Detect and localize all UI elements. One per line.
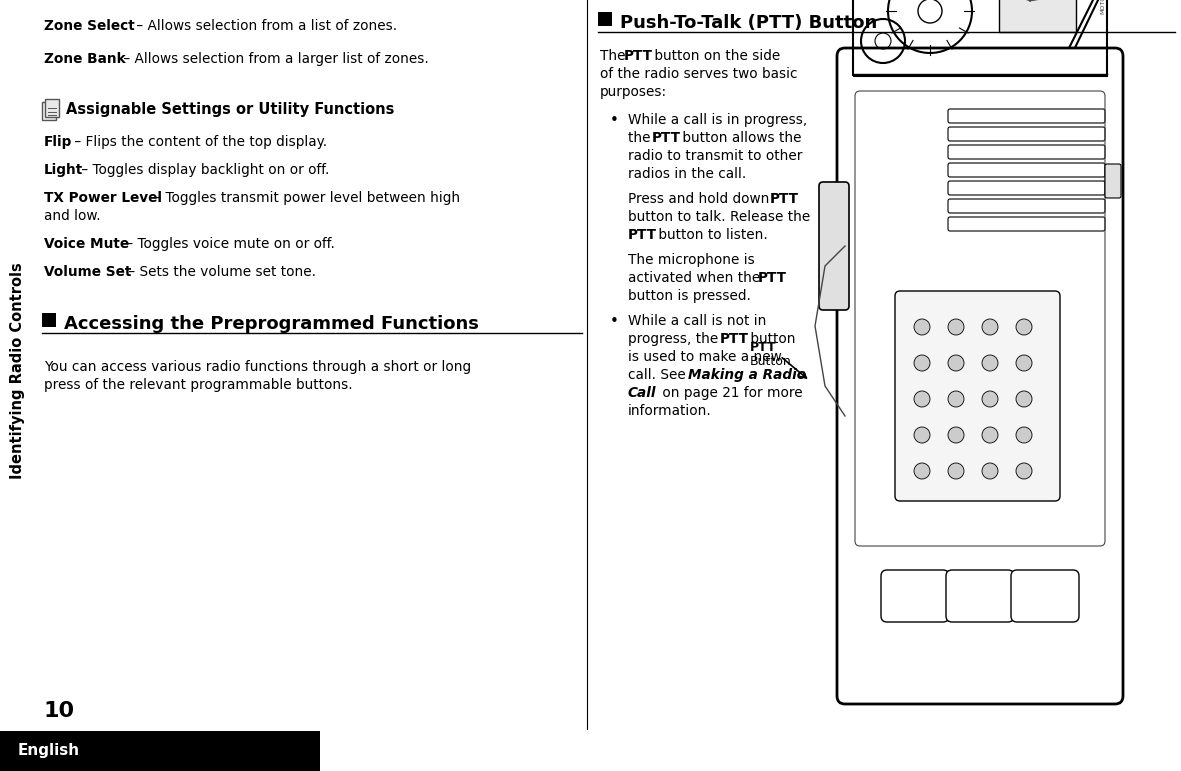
Text: You can access various radio functions through a short or long: You can access various radio functions t… bbox=[44, 360, 471, 374]
Text: press of the relevant programmable buttons.: press of the relevant programmable butto… bbox=[44, 378, 353, 392]
Text: button on the side: button on the side bbox=[650, 49, 781, 63]
FancyBboxPatch shape bbox=[948, 127, 1105, 141]
Text: – Toggles transmit power level between high: – Toggles transmit power level between h… bbox=[150, 191, 461, 205]
Text: – Toggles voice mute on or off.: – Toggles voice mute on or off. bbox=[122, 237, 335, 251]
Text: Call: Call bbox=[628, 386, 657, 400]
Circle shape bbox=[981, 427, 998, 443]
Text: PTT: PTT bbox=[624, 49, 653, 63]
Text: of the radio serves two basic: of the radio serves two basic bbox=[600, 67, 797, 81]
Text: button: button bbox=[746, 332, 796, 346]
Text: activated when the: activated when the bbox=[628, 271, 764, 285]
FancyBboxPatch shape bbox=[895, 291, 1061, 501]
Circle shape bbox=[914, 319, 929, 335]
Circle shape bbox=[1016, 391, 1032, 407]
Text: Assignable Settings or Utility Functions: Assignable Settings or Utility Functions bbox=[66, 102, 394, 117]
Text: purposes:: purposes: bbox=[600, 85, 667, 99]
Text: Zone Select: Zone Select bbox=[44, 19, 135, 33]
FancyBboxPatch shape bbox=[946, 570, 1014, 622]
Circle shape bbox=[1016, 355, 1032, 371]
Circle shape bbox=[1016, 319, 1032, 335]
FancyBboxPatch shape bbox=[948, 199, 1105, 213]
Text: – Allows selection from a larger list of zones.: – Allows selection from a larger list of… bbox=[119, 52, 429, 66]
Text: Volume Set: Volume Set bbox=[44, 265, 131, 279]
Text: The microphone is: The microphone is bbox=[628, 253, 755, 267]
Circle shape bbox=[1016, 463, 1032, 479]
Text: button is pressed.: button is pressed. bbox=[628, 289, 751, 303]
Text: Flip: Flip bbox=[44, 135, 72, 149]
Text: While a call is in progress,: While a call is in progress, bbox=[628, 113, 808, 127]
FancyBboxPatch shape bbox=[999, 0, 1076, 32]
FancyBboxPatch shape bbox=[948, 145, 1105, 159]
Text: – Flips the content of the top display.: – Flips the content of the top display. bbox=[70, 135, 327, 149]
FancyBboxPatch shape bbox=[948, 181, 1105, 195]
Circle shape bbox=[948, 391, 964, 407]
Circle shape bbox=[948, 427, 964, 443]
FancyBboxPatch shape bbox=[43, 102, 56, 120]
Text: is used to make a new: is used to make a new bbox=[628, 350, 782, 364]
Circle shape bbox=[914, 427, 929, 443]
Bar bbox=[43, 313, 56, 327]
Text: Button: Button bbox=[750, 355, 791, 368]
Text: call. See: call. See bbox=[628, 368, 690, 382]
Circle shape bbox=[914, 355, 929, 371]
Bar bbox=[598, 12, 612, 26]
Text: MOTOROLA: MOTOROLA bbox=[1101, 0, 1105, 14]
Text: •: • bbox=[611, 314, 619, 329]
Text: – Sets the volume set tone.: – Sets the volume set tone. bbox=[124, 265, 317, 279]
Text: radio to transmit to other: radio to transmit to other bbox=[628, 149, 802, 163]
Text: PTT: PTT bbox=[628, 228, 657, 242]
Text: Accessing the Preprogrammed Functions: Accessing the Preprogrammed Functions bbox=[64, 315, 478, 333]
Text: Identifying Radio Controls: Identifying Radio Controls bbox=[11, 263, 26, 480]
Text: – Toggles display backlight on or off.: – Toggles display backlight on or off. bbox=[77, 163, 329, 177]
Text: English: English bbox=[18, 743, 80, 759]
FancyBboxPatch shape bbox=[948, 109, 1105, 123]
Circle shape bbox=[981, 463, 998, 479]
Text: information.: information. bbox=[628, 404, 712, 418]
Text: While a call is not in: While a call is not in bbox=[628, 314, 766, 328]
Text: PTT: PTT bbox=[750, 341, 777, 354]
Text: and low.: and low. bbox=[44, 209, 100, 223]
Circle shape bbox=[948, 463, 964, 479]
Text: Push-To-Talk (PTT) Button: Push-To-Talk (PTT) Button bbox=[620, 14, 877, 32]
Circle shape bbox=[981, 319, 998, 335]
Text: on page 21 for more: on page 21 for more bbox=[658, 386, 803, 400]
FancyBboxPatch shape bbox=[818, 182, 849, 310]
Bar bbox=[0, 731, 320, 771]
Circle shape bbox=[914, 463, 929, 479]
FancyBboxPatch shape bbox=[1011, 570, 1079, 622]
Circle shape bbox=[981, 391, 998, 407]
Text: radios in the call.: radios in the call. bbox=[628, 167, 746, 181]
Text: Light: Light bbox=[44, 163, 83, 177]
Circle shape bbox=[1016, 427, 1032, 443]
Circle shape bbox=[948, 355, 964, 371]
FancyBboxPatch shape bbox=[837, 48, 1123, 704]
Text: Voice Mute: Voice Mute bbox=[44, 237, 129, 251]
Text: – Allows selection from a list of zones.: – Allows selection from a list of zones. bbox=[132, 19, 397, 33]
Text: progress, the: progress, the bbox=[628, 332, 723, 346]
Text: 10: 10 bbox=[44, 701, 76, 721]
Text: TX Power Level: TX Power Level bbox=[44, 191, 162, 205]
Text: button to talk. Release the: button to talk. Release the bbox=[628, 210, 810, 224]
FancyBboxPatch shape bbox=[948, 163, 1105, 177]
Text: •: • bbox=[611, 113, 619, 128]
Text: button allows the: button allows the bbox=[678, 131, 802, 145]
Text: PTT: PTT bbox=[758, 271, 787, 285]
Text: PTT: PTT bbox=[720, 332, 749, 346]
Circle shape bbox=[948, 319, 964, 335]
FancyBboxPatch shape bbox=[948, 217, 1105, 231]
FancyBboxPatch shape bbox=[881, 570, 950, 622]
Text: PTT: PTT bbox=[770, 192, 800, 206]
Text: button to listen.: button to listen. bbox=[654, 228, 768, 242]
Circle shape bbox=[981, 355, 998, 371]
Text: Making a Radio: Making a Radio bbox=[689, 368, 807, 382]
Text: PTT: PTT bbox=[652, 131, 681, 145]
Text: the: the bbox=[628, 131, 655, 145]
Text: Zone Bank: Zone Bank bbox=[44, 52, 125, 66]
FancyBboxPatch shape bbox=[1105, 164, 1121, 198]
FancyBboxPatch shape bbox=[45, 99, 59, 117]
Text: The: The bbox=[600, 49, 629, 63]
Circle shape bbox=[914, 391, 929, 407]
Text: Press and hold down: Press and hold down bbox=[628, 192, 774, 206]
